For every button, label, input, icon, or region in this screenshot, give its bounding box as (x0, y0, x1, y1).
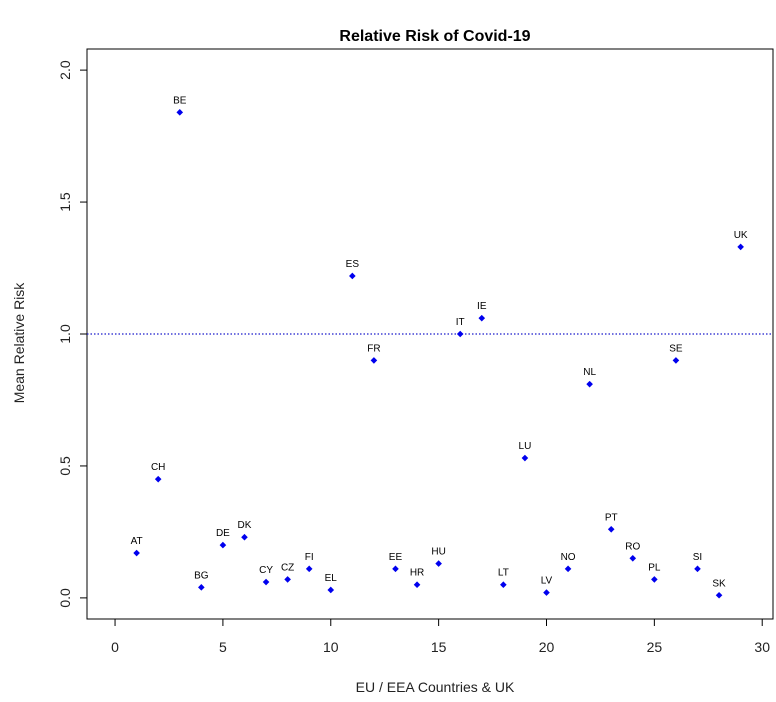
point-label-nl: NL (583, 367, 596, 378)
point-label-lu: LU (519, 441, 532, 452)
point-label-cz: CZ (281, 562, 294, 573)
point-nl (586, 380, 593, 388)
point-label-fr: FR (367, 343, 380, 354)
point-label-cy: CY (259, 565, 273, 576)
x-tick-label: 30 (754, 639, 770, 655)
x-tick-label: 0 (111, 639, 119, 655)
point-hr (413, 581, 421, 588)
y-axis-label: Mean Relative Risk (11, 282, 27, 404)
point-de (219, 541, 227, 549)
point-cz (284, 576, 291, 583)
point-label-es: ES (346, 259, 360, 270)
point-label-ch: CH (151, 462, 165, 473)
point-cy (262, 578, 270, 586)
point-lv (543, 589, 550, 596)
x-tick-label: 20 (539, 639, 555, 655)
x-axis-label: EU / EEA Countries & UK (356, 679, 515, 695)
point-be (176, 109, 184, 116)
point-es (349, 272, 356, 280)
point-label-hr: HR (410, 568, 424, 579)
point-label-uk: UK (734, 230, 748, 241)
point-label-fi: FI (305, 552, 314, 563)
point-it (456, 330, 464, 338)
point-label-at: AT (131, 536, 143, 547)
y-tick-label: 0.5 (57, 456, 73, 476)
point-label-lt: LT (498, 568, 509, 579)
point-label-hu: HU (431, 547, 445, 558)
x-tick-label: 15 (431, 639, 447, 655)
point-label-ro: RO (625, 541, 640, 552)
point-label-it: IT (456, 317, 465, 328)
point-ch (154, 475, 162, 483)
y-tick-label: 0.0 (57, 588, 73, 608)
y-tick-label: 1.0 (57, 324, 73, 344)
point-label-bg: BG (194, 570, 209, 581)
chart-title: Relative Risk of Covid-19 (339, 28, 530, 45)
point-fi (305, 565, 313, 573)
point-label-sk: SK (712, 578, 726, 589)
point-pt (607, 525, 615, 533)
y-axis: 0.0 0.5 1.0 1.5 2.0 (57, 60, 87, 608)
x-tick-label: 5 (219, 639, 227, 655)
y-tick-label: 1.5 (57, 192, 73, 212)
x-tick-label: 25 (647, 639, 663, 655)
point-bg (198, 584, 205, 591)
point-hu (435, 560, 442, 567)
point-label-pt: PT (605, 512, 618, 523)
point-label-ee: EE (389, 552, 403, 563)
point-se (672, 357, 680, 364)
point-lt (500, 581, 507, 588)
point-label-de: DE (216, 528, 230, 539)
data-points (133, 109, 744, 599)
point-label-dk: DK (238, 520, 252, 531)
point-sk (715, 591, 723, 599)
point-label-el: EL (325, 573, 338, 584)
point-label-pl: PL (648, 562, 661, 573)
point-no (564, 565, 572, 573)
y-tick-label: 2.0 (57, 60, 73, 80)
point-pl (651, 576, 658, 583)
point-lu (521, 454, 529, 462)
point-si (694, 565, 701, 573)
point-ie (478, 314, 486, 322)
point-ee (392, 565, 399, 573)
point-fr (370, 357, 378, 364)
point-label-se: SE (669, 343, 683, 354)
point-label-si: SI (693, 552, 702, 563)
point-label-ie: IE (477, 301, 487, 312)
point-label-be: BE (173, 95, 187, 106)
x-axis: 0 5 10 15 20 25 30 (111, 619, 770, 655)
point-uk (737, 243, 744, 251)
point-ro (629, 555, 637, 562)
point-dk (241, 533, 248, 541)
data-point-labels: AT CH BE BG DE DK CY CZ FI EL ES FR EE HR HU IT IE LT LU LV… (131, 95, 748, 589)
x-tick-label: 10 (323, 639, 339, 655)
point-at (133, 549, 140, 557)
point-label-no: NO (561, 552, 576, 563)
point-el (327, 586, 335, 594)
point-label-lv: LV (541, 576, 553, 587)
